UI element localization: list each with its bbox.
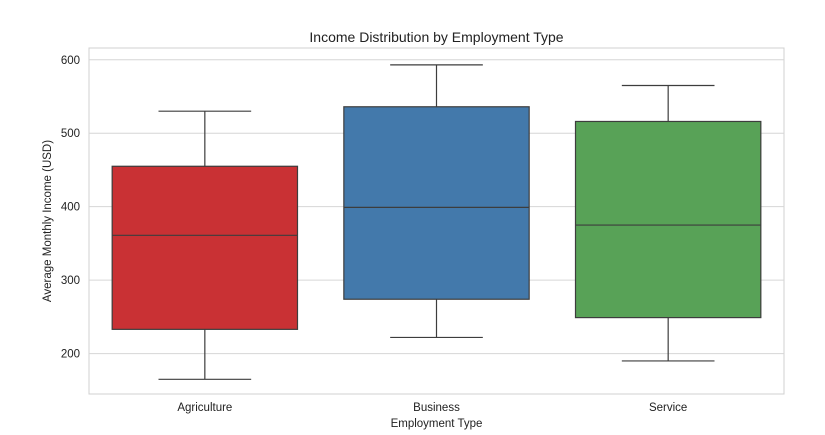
- y-tick-label-400: 400: [61, 202, 80, 214]
- box-business: [343, 106, 530, 300]
- x-tick-label-business: Business: [413, 402, 460, 414]
- box-service: [574, 120, 762, 319]
- y-tick-label-300: 300: [61, 275, 80, 287]
- y-tick-labels: 200 300 400 500 600: [61, 55, 80, 361]
- x-tick-label-agriculture: Agriculture: [177, 402, 232, 414]
- y-axis-label: Average Monthly Income (USD): [42, 140, 54, 302]
- boxes-layer: [111, 64, 762, 380]
- chart-title: Income Distribution by Employment Type: [309, 29, 563, 45]
- y-tick-label-200: 200: [61, 349, 80, 361]
- x-tick-label-service: Service: [649, 402, 687, 414]
- box-agriculture: [111, 165, 299, 330]
- x-axis-label: Employment Type: [391, 418, 483, 430]
- y-tick-label-600: 600: [61, 55, 80, 67]
- y-tick-label-500: 500: [61, 128, 80, 140]
- x-tick-labels: Agriculture Business Service: [177, 402, 687, 414]
